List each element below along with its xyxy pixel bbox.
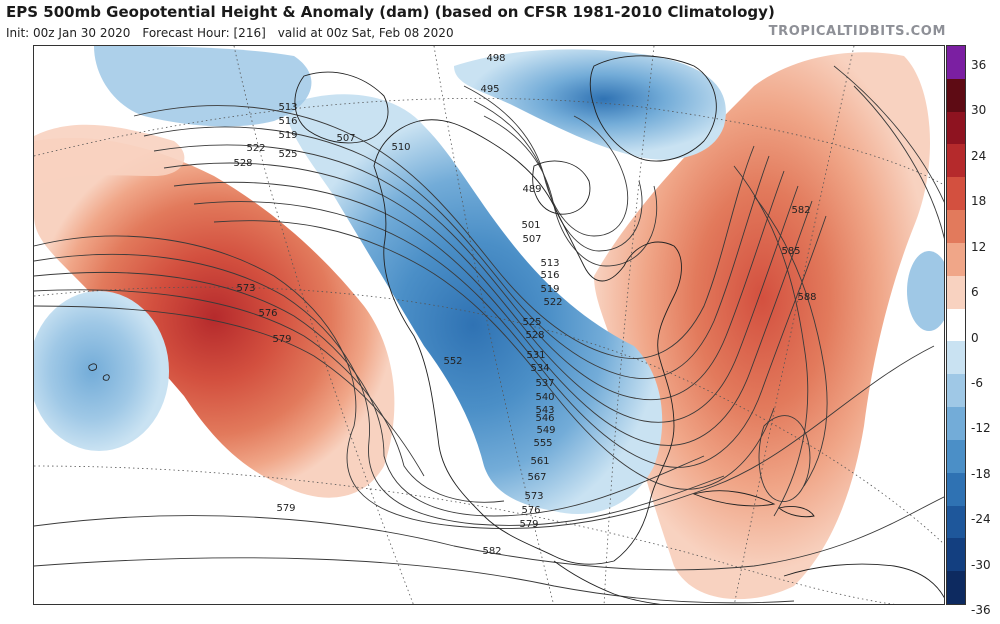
colorbar-tick-label: 6 [971,285,979,300]
cold-anomaly-gulf-of-alaska [94,46,312,127]
contour-label: 576 [521,505,540,516]
coastline-south-america [783,563,944,599]
colorbar-tick-label: -36 [971,603,991,617]
contour-label: 513 [540,258,559,269]
contour-label: 561 [530,456,549,467]
forecast-hour: Forecast Hour: [216] [142,26,266,40]
contour-label: 540 [535,392,554,403]
contour-label: 516 [278,116,297,127]
coastline-hudson-bay [532,160,591,215]
contour-label: 537 [535,378,554,389]
contour-label: 519 [278,130,297,141]
brand-watermark[interactable]: TROPICALTIDBITS.COM [768,24,946,39]
height-contours [34,65,944,604]
colorbar-tick-label: 12 [971,239,987,254]
cold-anomaly-greenland [454,49,726,160]
coastline-greenland [589,55,717,162]
contour-label: 501 [521,220,540,231]
cold-anomaly-hawaii [34,291,169,451]
colorbar-segment [947,341,965,375]
contour-label: 582 [482,546,501,557]
colorbar-tick-label: 18 [971,194,987,209]
coastline-alaska [294,71,389,144]
contour-label: 516 [540,270,559,281]
contour-label: 552 [443,356,462,367]
coastline-central-america [553,560,661,604]
contour-label: 528 [525,330,544,341]
contour-label: 525 [522,317,541,328]
anomaly-colorbar [946,45,966,605]
map-panel: 498 495 489 501 507 510 513 516 519 522 … [33,45,945,605]
colorbar-segment [947,308,965,342]
contour-label: 528 [233,158,252,169]
valid-time: valid at 00z Sat, Feb 08 2020 [277,26,454,40]
colorbar-segment [947,78,965,113]
colorbar-tick-label: -18 [971,466,991,481]
coastline-cuba [692,490,776,507]
contour-label: 522 [246,143,265,154]
colorbar-segment [947,439,965,474]
init-time: Init: 00z Jan 30 2020 [6,26,131,40]
warm-anomaly-pacific [34,137,395,498]
colorbar-segment [947,177,965,211]
colorbar-segment [947,407,965,441]
warm-anomaly-atlantic [594,52,931,600]
contour-label: 531 [526,350,545,361]
colorbar-segment [947,538,965,572]
colorbar-tick-label: -30 [971,557,991,572]
contour-label: 510 [391,142,410,153]
contour-label: 546 [535,413,554,424]
contour-label: 513 [278,102,297,113]
contour-label: 543 [535,405,554,416]
contour-label: 585 [781,246,800,257]
colorbar-segment [947,374,965,408]
colorbar-tick-label: -24 [971,512,991,527]
continent-outlines [88,55,944,604]
colorbar-segment [947,46,965,80]
contour-label: 579 [272,334,291,345]
contour-label: 489 [522,184,541,195]
colorbar-segment [947,210,965,244]
colorbar-segment [947,275,965,310]
colorbar-segment [947,242,965,277]
contour-label: 522 [543,297,562,308]
anomaly-map: 498 495 489 501 507 510 513 516 519 522 … [34,46,944,604]
contour-label: 582 [791,205,810,216]
colorbar-segment [947,472,965,507]
contour-labels: 498 495 489 501 507 510 513 516 519 522 … [233,53,816,557]
contour-label: 534 [530,363,549,374]
colorbar-segment [947,111,965,145]
contour-label: 573 [524,491,543,502]
contour-label: 576 [258,308,277,319]
colorbar-segment [947,571,965,605]
cold-anomaly-atlantic-small [907,251,944,331]
coastline-north-america [373,119,682,565]
contour-label: 579 [276,503,295,514]
colorbar-tick-label: 30 [971,103,987,118]
warm-anomaly-north-pacific [34,124,185,186]
contour-label: 498 [486,53,505,64]
contour-label: 579 [519,519,538,530]
colorbar-segment [947,144,965,178]
contour-label: 555 [533,438,552,449]
contour-label: 588 [797,292,816,303]
contour-label: 549 [536,425,555,436]
colorbar-segment [947,505,965,539]
colorbar-tick-label: -6 [971,375,983,390]
coastline-hawaii [88,363,110,381]
contour-label: 519 [540,284,559,295]
chart-subtitle: Init: 00z Jan 30 2020 Forecast Hour: [216… [6,26,454,40]
contour-label: 507 [336,133,355,144]
contour-label: 525 [278,149,297,160]
contour-label: 495 [480,84,499,95]
colorbar-tick-label: 24 [971,148,987,163]
colorbar-tick-label: -12 [971,421,991,436]
colorbar-tick-label: 0 [971,330,979,345]
contour-label: 507 [522,234,541,245]
contour-label: 567 [527,472,546,483]
colorbar-tick-label: 36 [971,58,987,72]
coastline-hispaniola [778,505,815,518]
chart-title: EPS 500mb Geopotential Height & Anomaly … [6,3,775,21]
contour-label: 573 [236,283,255,294]
